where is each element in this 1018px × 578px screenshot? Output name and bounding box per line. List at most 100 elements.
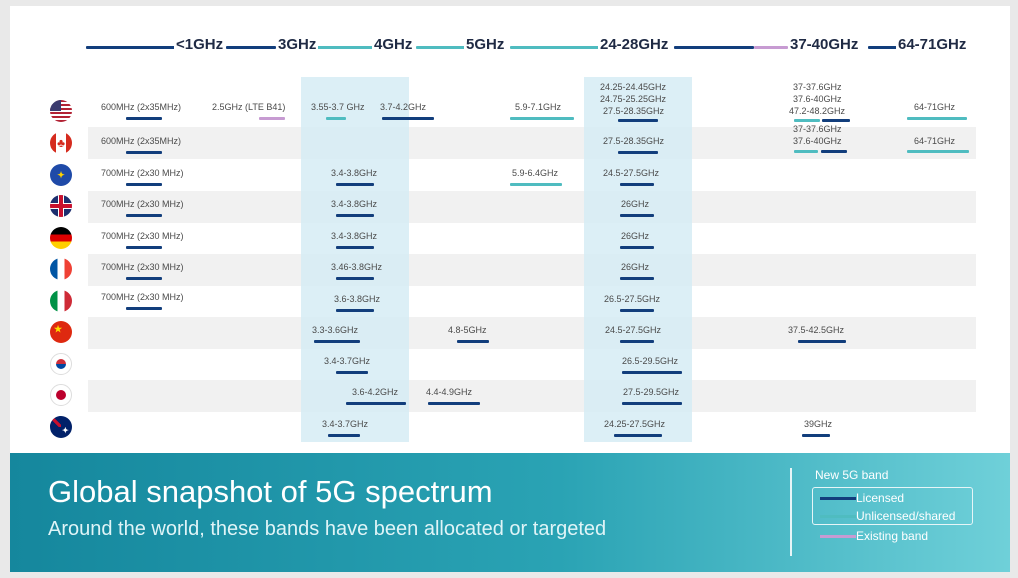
band-bar-licensed — [336, 277, 374, 280]
band-bar-licensed — [620, 183, 654, 186]
band-header-37-40ghz: 37-40GHz — [788, 36, 861, 53]
band-bar-unlicensed — [907, 150, 969, 153]
band-label: 3.6-4.2GHz — [352, 387, 399, 397]
band-label: 4.4-4.9GHz — [426, 387, 473, 397]
band-label: 3.6-3.8GHz — [334, 294, 381, 304]
band-label: 2.5GHz (LTE B41) — [212, 102, 286, 112]
band-label: 47.2-48.2GHz — [789, 106, 846, 116]
band-bar-unlicensed — [907, 117, 967, 120]
band-label: 24.5-27.5GHz — [605, 325, 662, 335]
band-bar-unlicensed — [510, 183, 562, 186]
header-line-licensed-3 — [674, 46, 754, 49]
band-bar-licensed — [614, 434, 662, 437]
band-bar-licensed — [346, 402, 406, 405]
row-stripe — [88, 191, 976, 223]
band-bar-unlicensed — [794, 119, 820, 122]
band-label: 24.25-24.45GHz — [600, 82, 667, 92]
header-line-licensed-4 — [868, 46, 902, 49]
band-label: 700MHz (2x30 MHz) — [101, 231, 184, 241]
band-bar-licensed — [821, 150, 847, 153]
band-header-3ghz: 3GHz — [276, 36, 319, 53]
band-bar-licensed — [126, 117, 162, 120]
band-bar-licensed — [336, 371, 368, 374]
band-label: 37-37.6GHz — [793, 82, 842, 92]
band-label: 3.4-3.8GHz — [331, 168, 378, 178]
legend-new-band-box — [812, 487, 973, 525]
band-label: 5.9-6.4GHz — [512, 168, 559, 178]
band-bar-existing — [259, 117, 285, 120]
legend-existing-label: Existing band — [856, 529, 929, 543]
band-label: 3.4-3.7GHz — [324, 356, 371, 366]
japan-flag-icon — [50, 384, 72, 406]
band-label: 3.3-3.6GHz — [312, 325, 359, 335]
band-bar-licensed — [382, 117, 434, 120]
germany-flag-icon — [50, 227, 72, 249]
band-bar-unlicensed — [326, 117, 346, 120]
band-bar-licensed — [798, 340, 846, 343]
band-label: 700MHz (2x30 MHz) — [101, 292, 184, 302]
band-bar-licensed — [622, 402, 682, 405]
band-bar-licensed — [126, 214, 162, 217]
row-stripe — [88, 127, 976, 159]
row-stripe — [88, 380, 976, 412]
band-label: 27.5-28.35GHz — [603, 106, 665, 116]
band-label: 3.4-3.8GHz — [331, 231, 378, 241]
header-line-unlicensed-2 — [416, 46, 466, 49]
band-label: 24.25-27.5GHz — [604, 419, 666, 429]
band-label: 26.5-29.5GHz — [622, 356, 679, 366]
band-label: 700MHz (2x30 MHz) — [101, 168, 184, 178]
band-label: 26GHz — [621, 199, 650, 209]
band-label: 3.7-4.2GHz — [380, 102, 427, 112]
band-bar-licensed — [314, 340, 360, 343]
band-bar-licensed — [336, 309, 374, 312]
legend-heading: New 5G band — [815, 468, 889, 482]
legend-licensed-swatch — [820, 497, 856, 500]
slide-title: Global snapshot of 5G spectrum — [48, 474, 493, 509]
band-label: 64-71GHz — [914, 136, 956, 146]
band-label: 37.5-42.5GHz — [788, 325, 845, 335]
legend-unlicensed-label: Unlicensed/shared — [856, 509, 956, 523]
china-flag-icon: ★ — [50, 321, 72, 343]
band-header-sub1ghz: <1GHz — [174, 36, 226, 53]
band-label: 26GHz — [621, 231, 650, 241]
band-bar-licensed — [336, 183, 374, 186]
band-bar-licensed — [328, 434, 360, 437]
band-bar-licensed — [336, 246, 374, 249]
band-label: 3.46-3.8GHz — [331, 262, 383, 272]
band-label: 27.5-28.35GHz — [603, 136, 665, 146]
band-label: 39GHz — [804, 419, 833, 429]
band-label: 700MHz (2x30 MHz) — [101, 199, 184, 209]
legend-existing-swatch — [820, 535, 856, 538]
australia-flag-icon: ✦ — [50, 416, 72, 438]
header-line-unlicensed-3 — [510, 46, 600, 49]
legend-licensed-label: Licensed — [856, 491, 905, 505]
legend-unlicensed-swatch — [820, 515, 856, 518]
row-stripe — [88, 317, 976, 349]
band-bar-licensed — [620, 309, 654, 312]
band-bar-licensed — [457, 340, 489, 343]
header-line-licensed-2 — [226, 46, 276, 49]
slide-subtitle: Around the world, these bands have been … — [48, 518, 607, 540]
band-bar-licensed — [620, 214, 654, 217]
france-flag-icon — [50, 258, 72, 280]
canada-flag-icon: ♣ — [50, 132, 72, 154]
band-label: 3.4-3.7GHz — [322, 419, 369, 429]
band-bar-licensed — [428, 402, 480, 405]
band-header-5ghz: 5GHz — [464, 36, 507, 53]
band-bar-licensed — [126, 151, 162, 154]
band-label: 37-37.6GHz — [793, 124, 842, 134]
title-banner — [10, 453, 1010, 572]
band-header-4ghz: 4GHz — [372, 36, 415, 53]
band-bar-licensed — [126, 183, 162, 186]
band-label: 27.5-29.5GHz — [623, 387, 680, 397]
band-label: 5.9-7.1GHz — [515, 102, 562, 112]
band-header-24-28ghz: 24-28GHz — [598, 36, 671, 53]
header-line-unlicensed — [316, 46, 376, 49]
band-bar-licensed — [126, 246, 162, 249]
band-bar-licensed — [620, 340, 654, 343]
band-bar-licensed — [618, 151, 658, 154]
band-bar-unlicensed — [794, 150, 818, 153]
band-label: 37.6-40GHz — [793, 94, 842, 104]
band-label: 37.6-40GHz — [793, 136, 842, 146]
band-bar-licensed — [618, 119, 658, 122]
